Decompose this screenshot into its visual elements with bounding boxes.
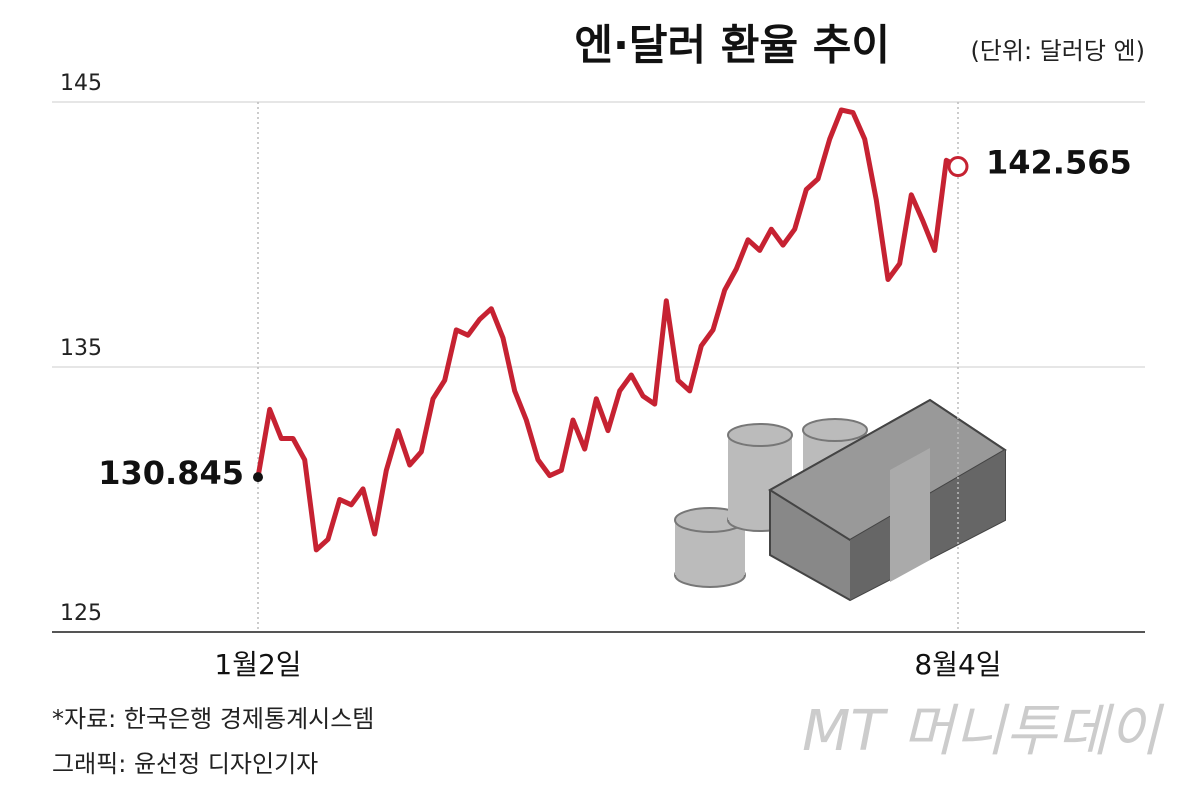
y-tick-label: 135	[60, 336, 102, 361]
line-series	[255, 107, 960, 553]
money-illustration	[674, 398, 1007, 602]
credit-note: 그래픽: 윤선정 디자인기자	[52, 750, 318, 778]
y-tick-label: 125	[60, 601, 102, 626]
chart-subtitle: (단위: 달러당 엔)	[970, 37, 1145, 65]
x-tick-label: 8월4일	[914, 648, 1001, 681]
value-label: 142.565	[986, 144, 1132, 182]
start-point	[253, 472, 263, 483]
value-label: 130.845	[98, 454, 244, 492]
source-note: *자료: 한국은행 경제통계시스템	[52, 705, 374, 733]
chart-title: 엔·달러 환율 추이	[574, 21, 890, 70]
end-point	[947, 156, 969, 178]
y-tick-label: 145	[60, 71, 102, 96]
x-tick-label: 1월2일	[214, 648, 301, 681]
watermark: MT 머니투데이	[802, 699, 1164, 764]
